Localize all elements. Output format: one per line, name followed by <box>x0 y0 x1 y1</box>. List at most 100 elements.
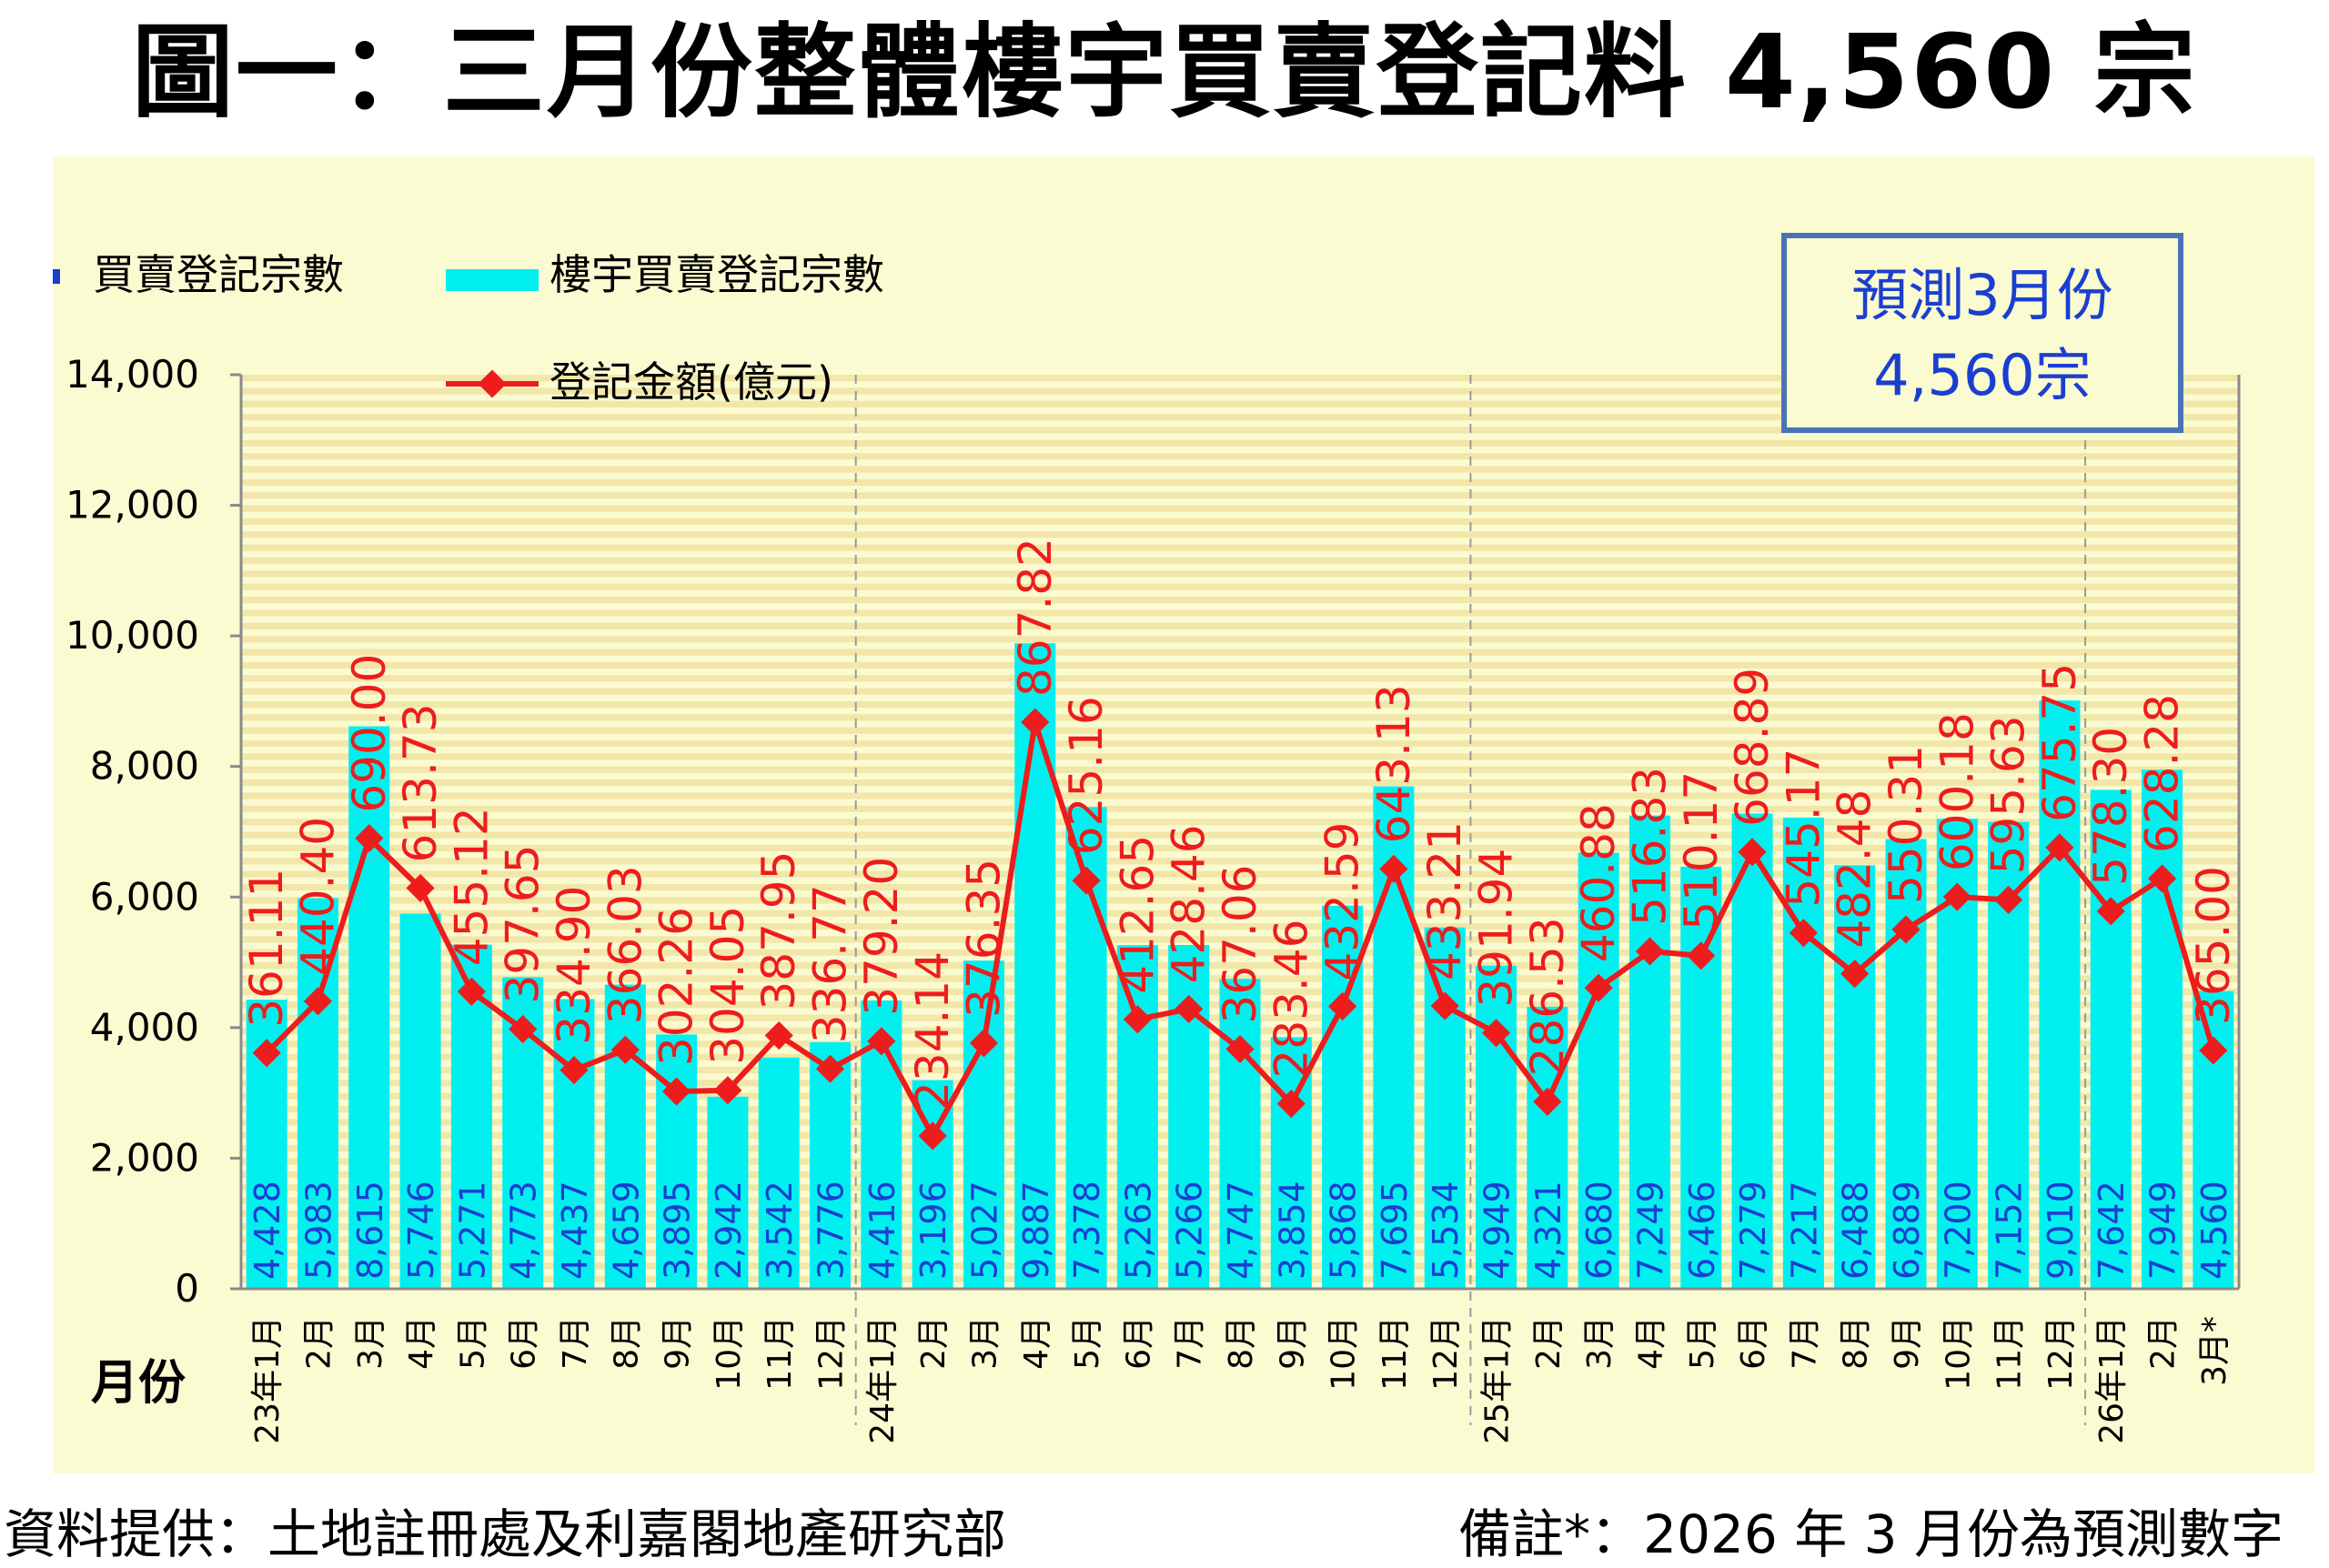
bar-data-label: 4,773 <box>504 1181 544 1280</box>
bar <box>604 984 646 1289</box>
y-tick-label: 2,000 <box>90 1135 199 1180</box>
x-tick-labels: 23年1月 2月 3月 4月 5月 6月 7月 8月 9月 10月 11月 12月 24年1月 2月 3月 4… <box>249 1316 2233 1444</box>
y-tick-label: 0 <box>175 1266 199 1311</box>
grid-stripe <box>241 844 2239 852</box>
x-tick-label: 10月 <box>711 1316 748 1391</box>
line-data-label: 302.26 <box>650 907 703 1066</box>
x-tick-label: 5月 <box>1684 1316 1721 1370</box>
line-data-label: 304.05 <box>701 906 754 1065</box>
legend-bar-label: 樓宇買賣登記宗數 <box>549 250 884 299</box>
x-tick-label: 12月 <box>1427 1316 1465 1391</box>
line-marker <box>1994 885 2023 914</box>
y-tick-labels: 0 2,000 4,000 6,000 8,000 10,000 12,000 14,000 <box>66 352 199 1311</box>
line-marker <box>1225 1034 1255 1064</box>
line-data-label: 550.31 <box>1880 745 1932 904</box>
grid-stripe <box>241 858 2239 865</box>
x-tick-label: 12月 <box>2042 1316 2080 1391</box>
line-data-label: 361.11 <box>240 869 293 1028</box>
line-data-label: 283.46 <box>1265 920 1317 1079</box>
x-tick-label: 12月 <box>813 1316 851 1391</box>
line-data-label: 545.17 <box>1777 749 1830 908</box>
x-tick-label: 7月 <box>1172 1316 1209 1370</box>
bar-data-label: 4,949 <box>1477 1181 1517 1280</box>
bar <box>963 960 1004 1289</box>
grid-stripe <box>241 779 2239 787</box>
grid-stripe <box>241 531 2239 538</box>
bar <box>1680 866 1722 1289</box>
grid-stripe <box>241 622 2239 629</box>
forecast-callout: 預測3月份 4,560宗 <box>1781 233 2183 433</box>
bar-data-label: 4,659 <box>606 1181 646 1280</box>
bar-data-label: 3,196 <box>913 1181 953 1280</box>
line-marker <box>303 987 333 1016</box>
line-data-label: 625.16 <box>1060 696 1113 855</box>
grid-stripe <box>241 805 2239 812</box>
bar <box>2142 769 2183 1289</box>
line-data-label: 379.20 <box>855 857 908 1016</box>
grid-stripe <box>241 675 2239 682</box>
bar-data-label: 7,949 <box>2143 1181 2183 1280</box>
x-tick-label: 6月 <box>506 1316 543 1370</box>
bar-data-labels: 4,428 5,983 8,615 5,746 5,271 4,773 4,437 4,659… <box>247 1181 2234 1280</box>
line-data-label: 432.59 <box>1316 822 1369 981</box>
bar <box>553 999 595 1289</box>
grid-stripe <box>241 700 2239 709</box>
x-tick-label: 9月 <box>660 1316 697 1370</box>
grid-stripe <box>241 949 2239 956</box>
grid-stripe <box>241 819 2239 826</box>
grid-stripe <box>241 609 2239 617</box>
x-axis-title: 月份 <box>91 1356 186 1411</box>
x-tick-label: 10月 <box>1326 1316 1363 1391</box>
bar <box>1424 927 1466 1289</box>
line-data-label: 387.95 <box>752 851 805 1010</box>
page-title: 圖一：三月份整體樓宇買賣登記料 4,560 宗 <box>131 14 2198 132</box>
x-tick-label: 2月 <box>915 1316 953 1370</box>
line-data-label: 376.35 <box>957 859 1010 1018</box>
bar-data-label: 4,437 <box>555 1181 595 1280</box>
bar-data-label: 7,642 <box>2092 1181 2132 1280</box>
bar-data-label: 3,895 <box>658 1181 698 1280</box>
chart-panel: 0 2,000 4,000 6,000 8,000 10,000 12,000 14,000 … <box>53 156 2314 1473</box>
legend-dot-marker <box>53 269 60 284</box>
grid-stripe <box>241 466 2239 473</box>
line-data-label: 366.03 <box>599 865 651 1024</box>
line-marker <box>1891 915 1921 944</box>
y-tick-label: 8,000 <box>90 744 199 789</box>
x-tick-label: 3月 <box>1581 1316 1618 1370</box>
x-tick-label: 11月 <box>1991 1316 2029 1391</box>
x-tick-label: 4月 <box>403 1316 440 1370</box>
bar-data-label: 5,983 <box>298 1181 338 1280</box>
x-tick-label: 8月 <box>1838 1316 1875 1370</box>
chart: 02,0004,0006,0008,00010,00012,00014,000 … <box>53 233 2241 1444</box>
bar-data-label: 7,378 <box>1067 1181 1107 1280</box>
bar-data-label: 4,428 <box>247 1181 287 1280</box>
y-tick-label: 10,000 <box>66 613 199 658</box>
x-tick-label: 7月 <box>557 1316 594 1370</box>
line-marker <box>252 1039 281 1068</box>
line-data-label: 336.77 <box>804 884 857 1043</box>
line-marker <box>355 824 384 853</box>
bar <box>2090 789 2132 1289</box>
bar <box>1014 643 1056 1289</box>
legend-bar-swatch <box>446 269 539 291</box>
bar <box>1578 852 1619 1289</box>
callout-line-2: 4,560宗 <box>1873 342 2092 408</box>
x-tick-label: 3月 <box>966 1316 1003 1370</box>
bar <box>399 913 441 1289</box>
grid-stripe <box>241 766 2239 773</box>
grid-stripe <box>241 518 2239 526</box>
bar-data-label: 6,680 <box>1579 1181 1619 1280</box>
line-data-label: 286.53 <box>1521 917 1574 1076</box>
grid-stripe <box>241 400 2239 407</box>
grid-stripe <box>241 648 2239 656</box>
line-marker <box>2199 1036 2228 1065</box>
bar-data-label: 4,416 <box>862 1181 902 1280</box>
x-tick-label: 10月 <box>1940 1316 1977 1391</box>
bar-data-label: 9,887 <box>1016 1181 1056 1280</box>
bar-data-label: 8,615 <box>350 1181 390 1280</box>
line-data-label: 460.88 <box>1572 803 1625 962</box>
grid-stripe <box>241 792 2239 799</box>
line-data-label: 433.21 <box>1418 821 1471 980</box>
x-tick-label: 5月 <box>454 1316 491 1370</box>
line-data-labels: 361.11440.40690.00613.73455.12397.65334.… <box>240 538 2240 1111</box>
